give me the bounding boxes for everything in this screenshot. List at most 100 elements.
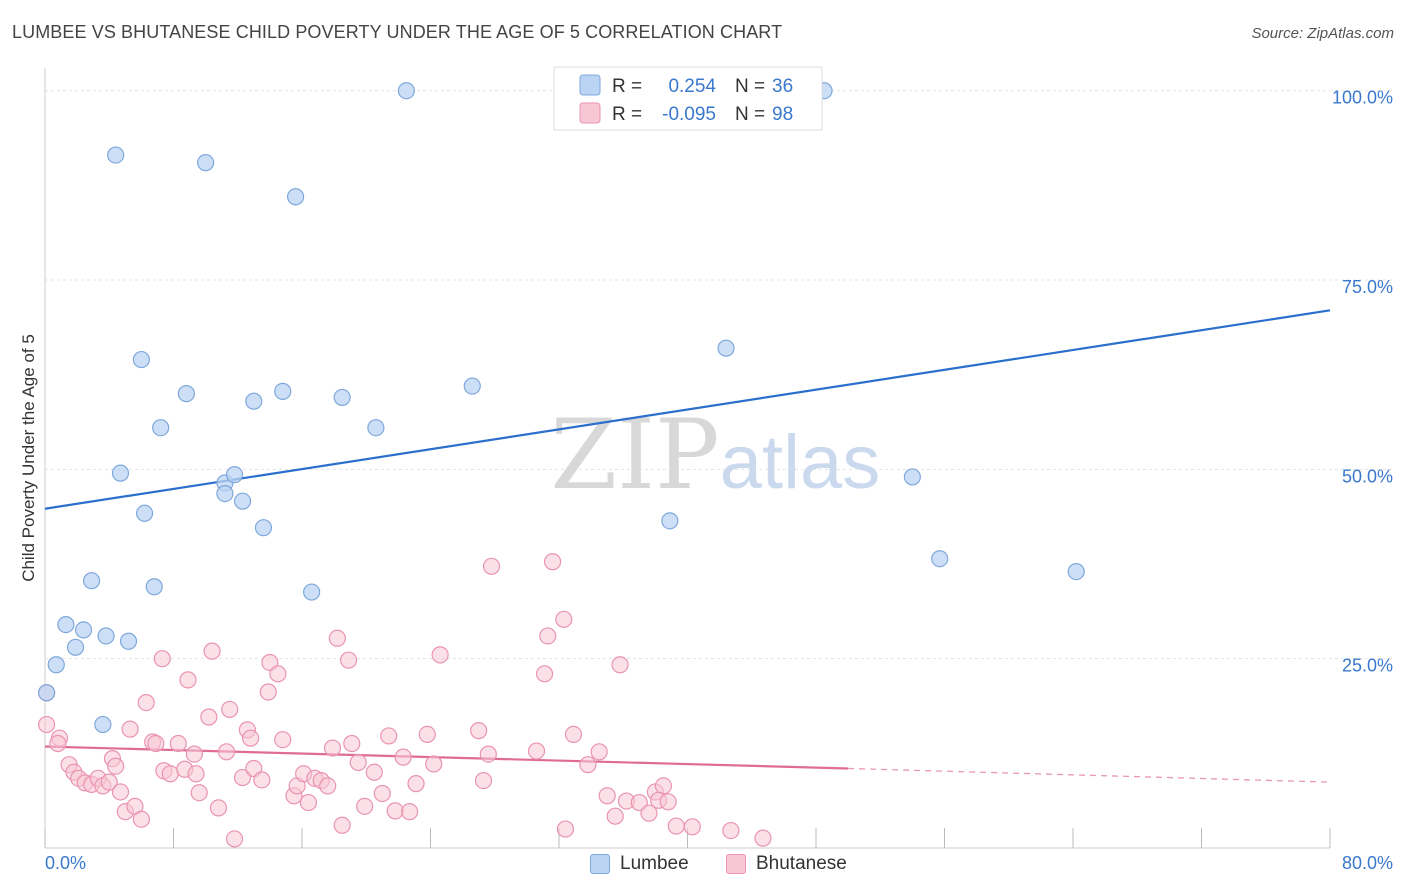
data-point-bhutanese xyxy=(380,727,398,745)
data-point-bhutanese xyxy=(356,797,374,815)
data-point-bhutanese xyxy=(527,742,546,760)
data-point-lumbee xyxy=(132,350,150,369)
data-point-lumbee xyxy=(254,519,273,537)
data-point-lumbee xyxy=(119,632,138,650)
data-point-bhutanese xyxy=(386,802,404,820)
data-point-bhutanese xyxy=(611,656,629,674)
data-point-lumbee xyxy=(47,656,65,674)
data-point-bhutanese xyxy=(100,773,118,791)
data-point-bhutanese xyxy=(179,671,197,689)
data-point-lumbee xyxy=(82,572,101,590)
data-point-lumbee xyxy=(66,638,85,656)
data-point-lumbee xyxy=(931,550,949,568)
data-point-lumbee xyxy=(152,419,170,437)
data-point-bhutanese xyxy=(323,739,342,757)
data-point-bhutanese xyxy=(169,734,187,753)
data-point-bhutanese xyxy=(121,720,139,738)
data-point-bhutanese xyxy=(659,793,677,811)
trend-line-bhutanese-extension xyxy=(848,767,1331,783)
data-point-bhutanese xyxy=(233,768,252,787)
data-point-lumbee xyxy=(333,388,351,407)
data-point-lumbee xyxy=(661,512,679,530)
data-point-bhutanese xyxy=(259,683,277,701)
data-point-bhutanese xyxy=(431,646,449,664)
stats-r-label: R = xyxy=(612,76,642,97)
data-point-bhutanese xyxy=(539,627,557,645)
data-point-bhutanese xyxy=(365,763,383,781)
stats-swatch-bhutanese xyxy=(579,102,601,124)
data-point-lumbee xyxy=(245,392,263,410)
data-point-bhutanese xyxy=(482,557,501,575)
data-point-bhutanese xyxy=(754,829,772,847)
data-point-bhutanese xyxy=(274,731,292,749)
data-point-bhutanese xyxy=(242,729,260,747)
data-point-lumbee xyxy=(197,154,215,172)
stats-r-value: -0.095 xyxy=(662,104,716,125)
data-point-bhutanese xyxy=(343,734,361,753)
y-tick-label: 100.0% xyxy=(1332,88,1393,108)
data-point-bhutanese xyxy=(269,665,287,683)
stats-n-value: 36 xyxy=(772,76,793,97)
watermark-atlas: atlas xyxy=(720,420,881,505)
data-point-bhutanese xyxy=(425,755,443,773)
data-point-bhutanese xyxy=(667,817,685,835)
data-point-lumbee xyxy=(145,578,163,596)
data-point-lumbee xyxy=(38,684,56,702)
data-point-bhutanese xyxy=(299,793,318,812)
data-point-lumbee xyxy=(286,188,305,206)
data-point-lumbee xyxy=(463,377,481,395)
data-point-bhutanese xyxy=(187,765,205,783)
data-point-bhutanese xyxy=(217,743,236,761)
stats-swatch-lumbee xyxy=(579,74,601,96)
data-point-lumbee xyxy=(216,484,234,503)
data-point-bhutanese xyxy=(328,629,346,647)
data-point-lumbee xyxy=(233,492,252,510)
data-point-lumbee xyxy=(367,419,385,437)
data-point-bhutanese xyxy=(132,810,150,828)
axis-labels: 25.0% 50.0% 75.0% 100.0% 0.0% 80.0% Child Pove… xyxy=(19,88,1393,873)
data-point-bhutanese xyxy=(221,700,239,719)
data-point-lumbee xyxy=(107,146,125,164)
data-point-bhutanese xyxy=(418,725,436,744)
y-tick-label: 75.0% xyxy=(1342,277,1393,297)
legend-label-lumbee: Lumbee xyxy=(620,853,689,874)
data-point-bhutanese xyxy=(606,807,624,825)
y-axis-label: Child Poverty Under the Age of 5 xyxy=(19,334,38,582)
data-point-bhutanese xyxy=(535,665,554,683)
data-point-bhutanese xyxy=(579,756,597,774)
grid-lines xyxy=(45,90,1395,660)
trend-line-lumbee xyxy=(44,309,1331,510)
data-point-lumbee xyxy=(903,468,921,486)
legend-item-lumbee: Lumbee xyxy=(590,852,689,876)
data-point-lumbee xyxy=(74,621,93,639)
data-point-bhutanese xyxy=(479,745,497,763)
data-point-bhutanese xyxy=(470,722,488,740)
data-point-bhutanese xyxy=(556,820,575,838)
data-point-bhutanese xyxy=(630,793,648,812)
stats-n-label: N = xyxy=(735,104,765,125)
data-points xyxy=(38,82,1085,848)
data-point-bhutanese xyxy=(161,765,179,783)
data-point-lumbee xyxy=(57,616,75,634)
data-point-bhutanese xyxy=(683,818,701,836)
data-point-lumbee xyxy=(274,382,292,400)
watermark-zip: ZIP xyxy=(550,399,719,511)
source-label: Source: ZipAtlas.com xyxy=(1251,25,1394,42)
stats-box: R = 0.254 N = 36 R = -0.095 N = 98 xyxy=(553,66,823,131)
data-point-bhutanese xyxy=(407,775,425,793)
data-point-lumbee xyxy=(177,385,195,403)
data-point-bhutanese xyxy=(190,784,208,802)
data-point-bhutanese xyxy=(401,803,419,821)
y-tick-label: 25.0% xyxy=(1342,656,1393,676)
data-point-bhutanese xyxy=(185,745,203,763)
data-point-lumbee xyxy=(717,339,735,357)
data-point-bhutanese xyxy=(474,772,493,790)
x-tick-label: 0.0% xyxy=(45,853,86,873)
legend-swatch-lumbee xyxy=(590,854,610,874)
data-point-lumbee xyxy=(225,466,244,484)
data-point-bhutanese xyxy=(153,650,171,668)
watermark: ZIP atlas xyxy=(550,399,880,511)
data-point-bhutanese xyxy=(200,708,218,726)
legend-swatch-bhutanese xyxy=(726,854,746,874)
